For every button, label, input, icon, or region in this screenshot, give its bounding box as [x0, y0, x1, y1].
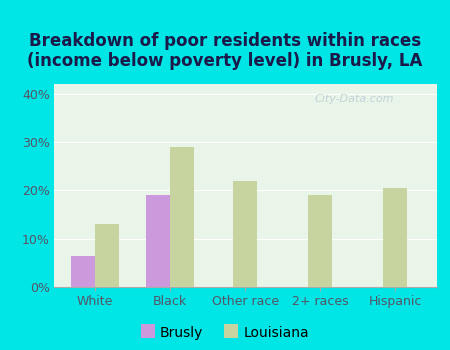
Bar [95, 224, 119, 287]
Bar [71, 256, 95, 287]
Text: City-Data.com: City-Data.com [314, 94, 394, 104]
Bar [146, 195, 170, 287]
Bar [383, 188, 407, 287]
Bar [170, 147, 194, 287]
Bar [308, 195, 332, 287]
Text: Breakdown of poor residents within races
(income below poverty level) in Brusly,: Breakdown of poor residents within races… [27, 32, 423, 70]
Bar [233, 181, 257, 287]
Legend: Brusly, Louisiana: Brusly, Louisiana [141, 326, 309, 340]
